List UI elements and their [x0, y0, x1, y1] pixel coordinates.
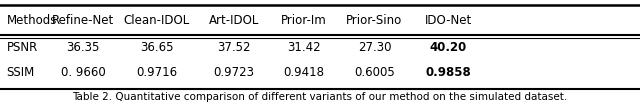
- Text: 40.20: 40.20: [429, 41, 467, 54]
- Text: 0.9723: 0.9723: [213, 66, 254, 79]
- Text: PSNR: PSNR: [6, 41, 38, 54]
- Text: 31.42: 31.42: [287, 41, 321, 54]
- Text: Art-IDOL: Art-IDOL: [209, 14, 259, 27]
- Text: Prior-Im: Prior-Im: [281, 14, 327, 27]
- Text: Clean-IDOL: Clean-IDOL: [124, 14, 190, 27]
- Text: 36.65: 36.65: [140, 41, 173, 54]
- Text: Refine-Net: Refine-Net: [52, 14, 115, 27]
- Text: 0. 9660: 0. 9660: [61, 66, 106, 79]
- Text: 0.9716: 0.9716: [136, 66, 177, 79]
- Text: 0.9418: 0.9418: [284, 66, 324, 79]
- Text: 27.30: 27.30: [358, 41, 391, 54]
- Text: 37.52: 37.52: [217, 41, 250, 54]
- Text: 36.35: 36.35: [67, 41, 100, 54]
- Text: 0.6005: 0.6005: [354, 66, 395, 79]
- Text: SSIM: SSIM: [6, 66, 35, 79]
- Text: Prior-Sino: Prior-Sino: [346, 14, 403, 27]
- Text: Methods: Methods: [6, 14, 57, 27]
- Text: Table 2. Quantitative comparison of different variants of our method on the simu: Table 2. Quantitative comparison of diff…: [72, 92, 568, 102]
- Text: IDO-Net: IDO-Net: [424, 14, 472, 27]
- Text: 0.9858: 0.9858: [425, 66, 471, 79]
